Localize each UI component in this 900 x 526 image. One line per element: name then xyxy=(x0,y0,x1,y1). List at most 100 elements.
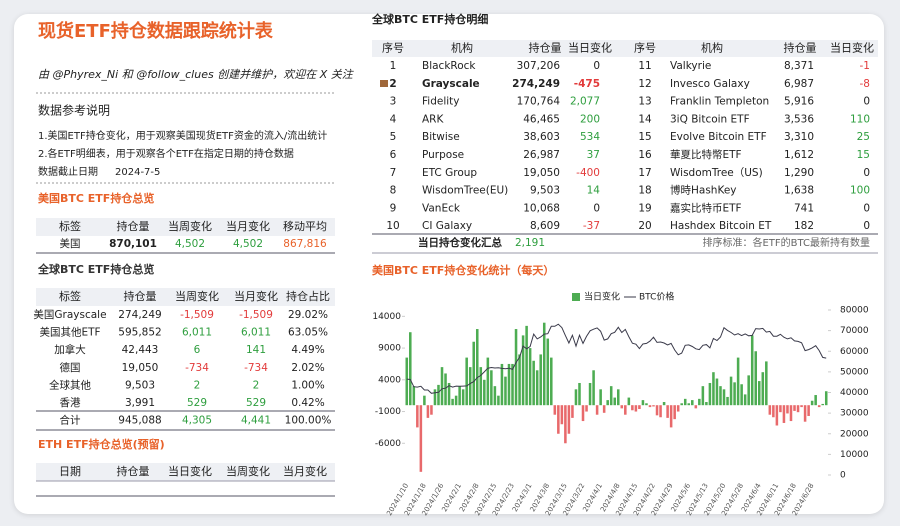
bar xyxy=(698,398,701,406)
y-tick-label: 14000 xyxy=(372,312,401,322)
bar xyxy=(493,386,497,406)
bar xyxy=(609,386,613,406)
column-header: 持仓量 xyxy=(784,41,817,55)
cell: Purpose xyxy=(422,149,464,161)
cell: 38,603 xyxy=(523,131,560,143)
cell: -400 xyxy=(576,167,600,179)
bar xyxy=(666,405,669,418)
y2-tick-label: 80000 xyxy=(840,306,869,316)
bar xyxy=(701,386,705,406)
section-title: 全球BTC ETF持仓总览 xyxy=(37,262,154,276)
bar xyxy=(761,372,765,406)
bar xyxy=(648,405,652,408)
cell: WisdomTree（US) xyxy=(670,167,763,179)
bar xyxy=(574,389,578,406)
bar xyxy=(525,325,528,406)
column-header: 持仓量 xyxy=(117,219,150,233)
bar xyxy=(553,405,557,415)
bar xyxy=(419,405,423,472)
bar xyxy=(620,405,624,409)
cell: 6 xyxy=(390,149,397,161)
cell: 6,011 xyxy=(182,327,212,339)
cell: -1,509 xyxy=(239,309,273,321)
column-header: 持仓占比 xyxy=(286,289,330,303)
cell: 29.02% xyxy=(288,309,328,321)
bar xyxy=(800,405,803,408)
bar xyxy=(606,400,609,406)
cell: 741 xyxy=(794,202,814,214)
bar xyxy=(518,354,521,406)
cell: 6,987 xyxy=(784,78,814,90)
bar xyxy=(641,400,645,406)
cell: 2.02% xyxy=(291,362,324,374)
cell: 9,503 xyxy=(530,185,560,197)
bar xyxy=(504,376,507,406)
bar xyxy=(750,335,754,406)
bar xyxy=(409,332,412,406)
cell: 6,011 xyxy=(241,327,271,339)
bar xyxy=(461,389,465,406)
cell: 2 xyxy=(194,379,201,391)
bar xyxy=(733,382,736,406)
cell: 5 xyxy=(390,131,397,143)
cell: 1,638 xyxy=(784,185,814,197)
bar xyxy=(423,395,426,406)
y2-tick-label: 10000 xyxy=(840,450,869,460)
bar xyxy=(807,405,810,416)
cell: 合计 xyxy=(60,414,81,427)
cell: Evolve Bitcoin ETF xyxy=(670,131,767,143)
cell: 18 xyxy=(638,185,651,197)
date-label: 数据截止日期 xyxy=(38,165,98,178)
cell: 香港 xyxy=(60,397,81,409)
cell: -734 xyxy=(185,362,209,374)
cell: 4.49% xyxy=(291,344,324,356)
bar xyxy=(817,405,821,408)
header-band xyxy=(36,218,335,236)
bar xyxy=(786,405,789,414)
cell: 19,050 xyxy=(122,362,159,374)
y2-tick-label: 0 xyxy=(840,471,846,481)
cell: 9,503 xyxy=(125,379,155,391)
cell: Hashdex Bitcoin ET xyxy=(670,220,772,232)
cell: 595,852 xyxy=(118,327,161,339)
column-header: 当周变化 xyxy=(226,464,270,478)
cell: 529 xyxy=(246,397,266,409)
bar xyxy=(546,338,550,406)
title: 现货ETF持仓数据跟踪统计表 xyxy=(38,20,274,42)
bar xyxy=(810,400,814,406)
cell: 8 xyxy=(390,185,397,197)
section-title: ETH ETF持仓总览(预留) xyxy=(38,437,165,451)
bar xyxy=(652,405,655,407)
bar xyxy=(765,361,768,406)
cell: 3,310 xyxy=(784,131,814,143)
bar xyxy=(405,357,409,406)
cell: 8,609 xyxy=(530,220,560,232)
cell: 867,816 xyxy=(283,238,327,250)
bar xyxy=(796,405,800,413)
cell: Fidelity xyxy=(422,96,459,108)
bar xyxy=(821,403,824,406)
section-title: 美国BTC ETF持仓总览 xyxy=(38,191,154,205)
bar xyxy=(426,405,430,418)
cell: 1.00% xyxy=(291,379,324,391)
bar xyxy=(511,363,514,406)
cell: 1 xyxy=(390,60,397,72)
cell: 42,443 xyxy=(122,344,159,356)
cell: 0 xyxy=(863,96,870,108)
column-header: 当月变化 xyxy=(234,289,278,303)
column-header: 序号 xyxy=(634,41,656,55)
bar xyxy=(535,370,539,406)
bar xyxy=(775,405,779,426)
cell: 182 xyxy=(794,220,814,232)
column-header: 当月变化 xyxy=(226,219,270,233)
column-header: 当周变化 xyxy=(168,219,212,233)
column-header: 持仓量 xyxy=(529,41,562,55)
header-band xyxy=(372,40,878,57)
bar xyxy=(669,405,673,428)
bar xyxy=(726,396,729,406)
bar xyxy=(479,367,483,406)
column-header: 当日变化 xyxy=(168,464,212,478)
date: 2024-7-5 xyxy=(115,167,160,178)
header-band xyxy=(36,288,335,306)
